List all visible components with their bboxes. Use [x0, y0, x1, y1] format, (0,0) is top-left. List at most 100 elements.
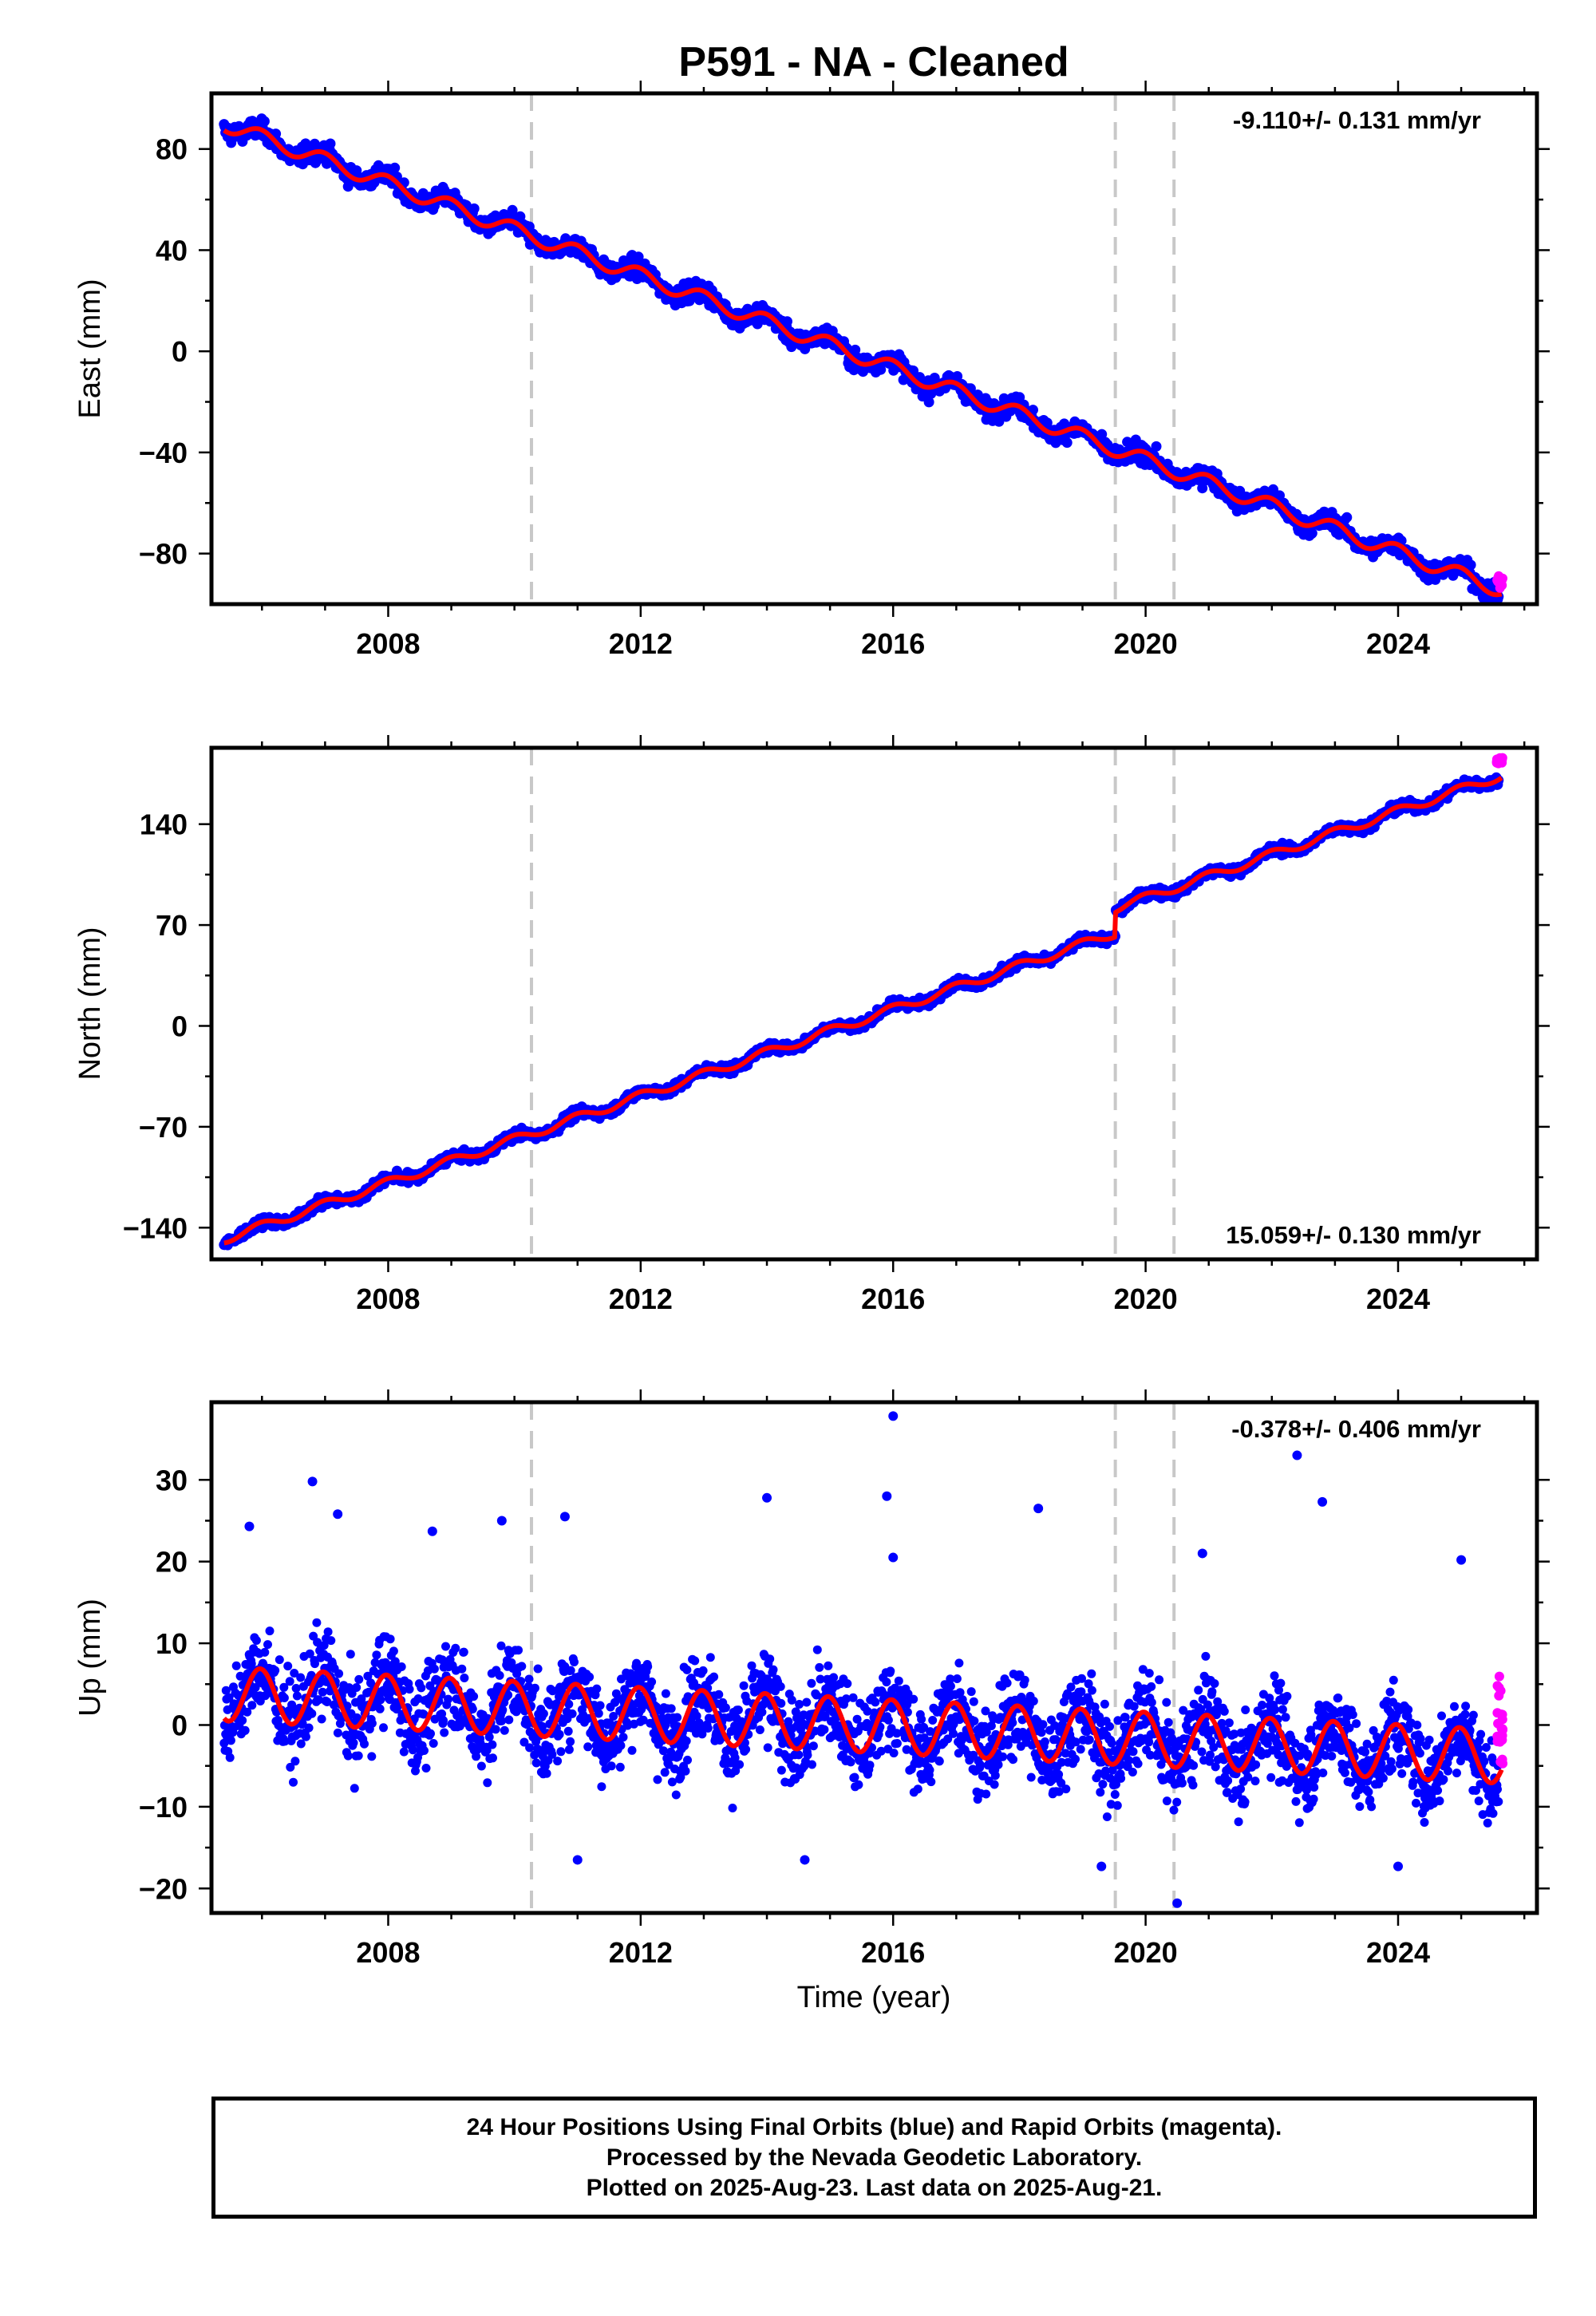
data-point — [238, 1716, 247, 1725]
data-point — [683, 1755, 692, 1765]
data-point — [352, 1683, 361, 1692]
data-point — [848, 1693, 858, 1702]
data-point — [488, 1740, 497, 1749]
data-point — [346, 1650, 355, 1659]
data-point — [279, 1694, 289, 1702]
data-point — [495, 1670, 504, 1680]
y-tick-label: 0 — [172, 335, 188, 368]
data-point — [553, 1757, 563, 1766]
data-point — [794, 1750, 804, 1760]
data-point — [451, 1643, 460, 1653]
data-point — [292, 1691, 302, 1701]
x-tick-label: 2012 — [609, 1282, 673, 1315]
data-point — [776, 1682, 785, 1691]
data-point — [854, 1780, 863, 1789]
data-point — [285, 1677, 294, 1686]
data-point — [496, 1641, 506, 1650]
east-model-curve — [223, 126, 1503, 598]
data-point — [741, 1745, 751, 1754]
data-point — [251, 1636, 261, 1645]
y-tick-label: 70 — [156, 909, 188, 942]
data-point — [1096, 429, 1108, 440]
data-point — [606, 1761, 616, 1771]
data-point — [439, 1716, 448, 1725]
data-point — [318, 1687, 327, 1697]
data-point — [375, 1704, 385, 1713]
data-point — [312, 1618, 322, 1627]
data-point — [291, 1684, 301, 1693]
x-tick-label: 2024 — [1366, 627, 1430, 660]
data-point — [782, 316, 792, 327]
data-point — [1041, 417, 1053, 429]
data-point — [420, 1746, 429, 1755]
x-tick-label: 2016 — [861, 627, 925, 660]
data-point — [815, 1662, 824, 1672]
data-point — [923, 397, 934, 408]
data-point — [1341, 512, 1353, 523]
data-point — [460, 1674, 469, 1682]
x-tick-label: 2024 — [1366, 1282, 1430, 1315]
data-point — [875, 364, 887, 375]
data-point — [405, 1685, 414, 1694]
data-point — [570, 1658, 579, 1666]
data-point — [367, 1718, 377, 1728]
data-point — [1306, 528, 1317, 539]
data-point — [354, 1674, 364, 1684]
data-point — [666, 1704, 676, 1713]
data-point — [323, 1627, 333, 1637]
data-point — [504, 1715, 514, 1725]
data-point — [682, 1665, 692, 1674]
data-point — [296, 1673, 306, 1682]
data-point — [615, 1762, 625, 1772]
data-point — [469, 1692, 479, 1701]
data-point — [795, 1700, 804, 1709]
data-point — [457, 1664, 467, 1674]
data-point — [597, 1782, 606, 1792]
data-point — [714, 1690, 724, 1699]
data-point — [733, 1705, 743, 1715]
x-tick-label: 2008 — [356, 627, 420, 660]
data-point — [240, 1725, 250, 1735]
data-point — [824, 1661, 833, 1670]
data-point — [802, 1697, 812, 1707]
data-point — [275, 1655, 284, 1665]
data-point — [533, 1664, 543, 1674]
x-tick-label: 2012 — [609, 627, 673, 660]
data-point — [468, 203, 480, 214]
data-point — [517, 1662, 527, 1671]
data-point — [226, 1736, 235, 1745]
data-point — [690, 1656, 700, 1666]
up-plot-area — [211, 1402, 1537, 1913]
north-rate-label: 15.059+/- 0.130 mm/yr — [1226, 1221, 1481, 1249]
east-frame — [209, 91, 1539, 607]
data-point — [350, 1784, 359, 1793]
data-point — [283, 1662, 293, 1671]
data-point — [735, 1760, 745, 1769]
data-point — [846, 1757, 855, 1767]
data-point — [429, 1739, 438, 1748]
data-point — [647, 1677, 657, 1686]
data-point — [379, 1723, 388, 1733]
data-point — [459, 1647, 468, 1657]
data-point — [808, 1741, 818, 1751]
data-point — [304, 1723, 314, 1733]
data-point — [698, 1666, 708, 1675]
data-point — [429, 1664, 439, 1674]
data-point — [484, 1733, 494, 1741]
data-point — [441, 1642, 450, 1651]
data-point — [776, 1698, 786, 1708]
data-point — [660, 1768, 670, 1777]
data-point — [289, 1777, 298, 1787]
data-point — [343, 1751, 353, 1761]
data-point — [850, 1773, 859, 1782]
data-point — [653, 1775, 662, 1784]
data-point — [583, 1742, 593, 1752]
data-point — [440, 1728, 449, 1737]
data-point — [739, 1681, 749, 1690]
data-point — [616, 1741, 626, 1750]
chart-title: P591 - NA - Cleaned — [678, 39, 1069, 85]
data-point — [514, 1646, 523, 1655]
data-point — [721, 1703, 730, 1713]
data-point — [555, 1729, 564, 1739]
y-tick-label: −40 — [139, 437, 188, 469]
